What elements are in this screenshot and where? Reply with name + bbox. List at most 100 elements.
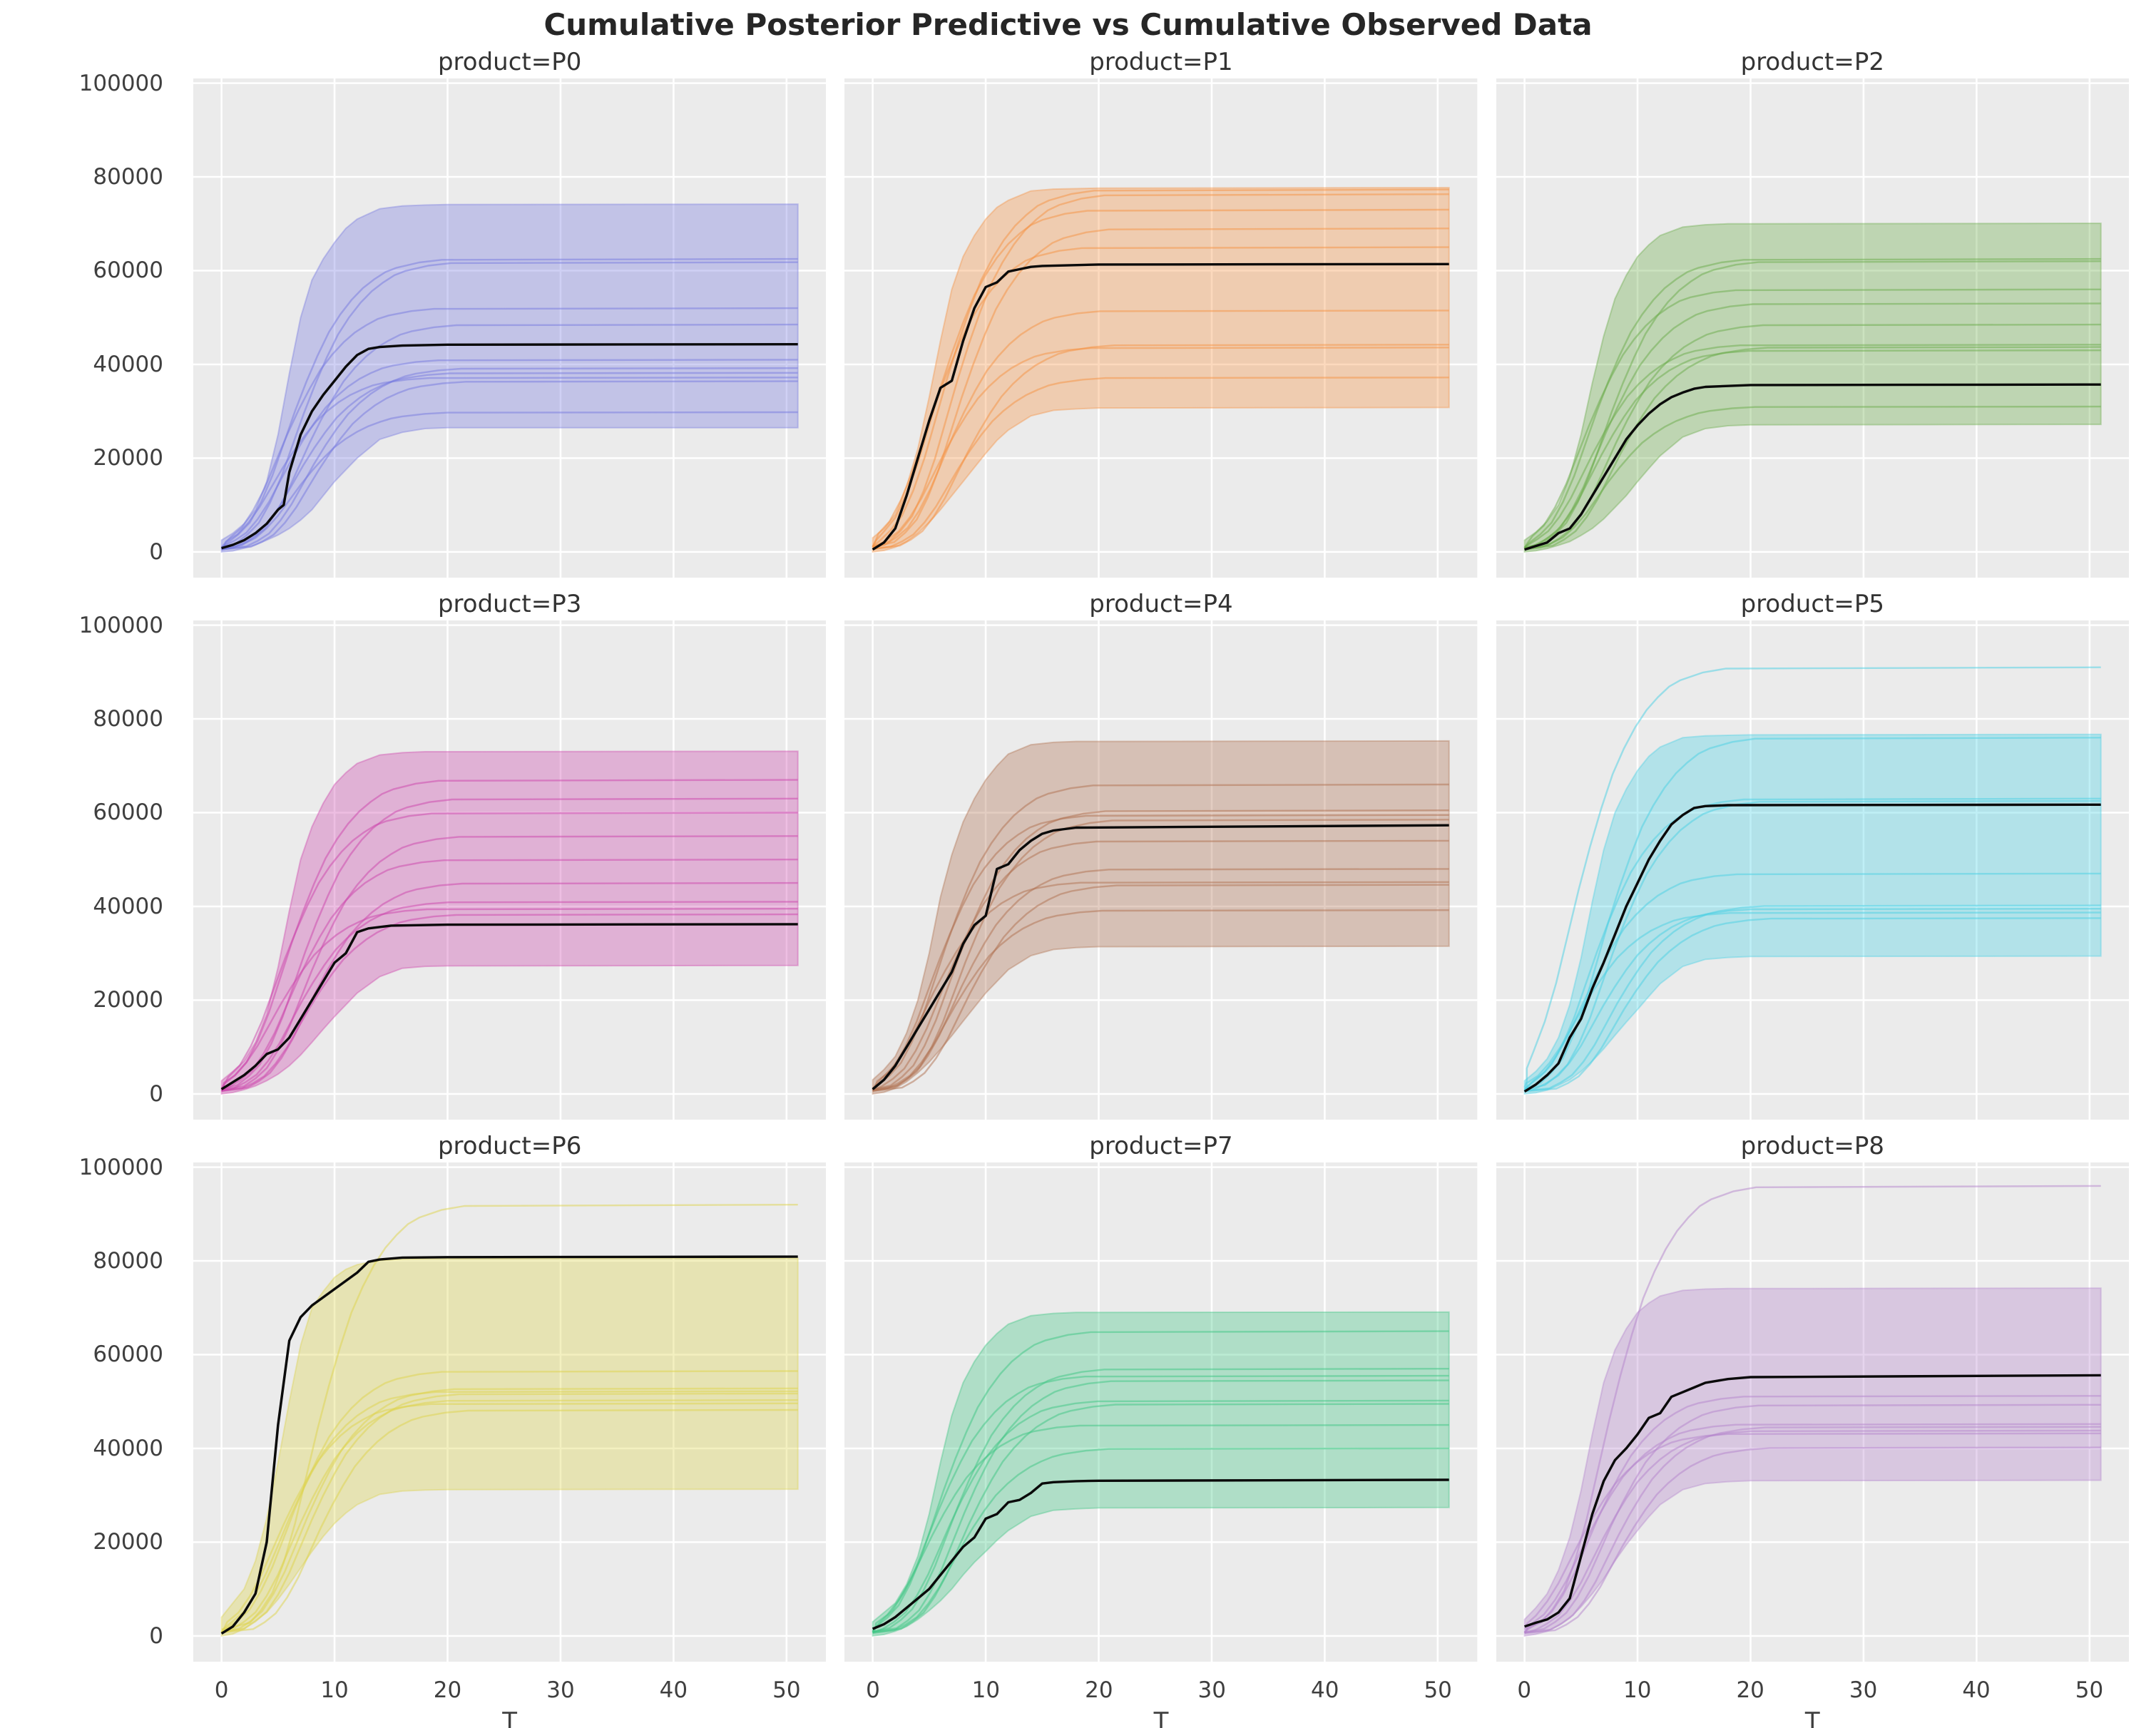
posterior-predictive-sample-line [1523,257,2101,548]
posterior-predictive-sample-line [872,1403,1450,1634]
posterior-predictive-sample-line [220,359,798,550]
panel-background [193,78,827,578]
y-axis-tick-label: 100000 [78,612,163,638]
y-axis-tick-label: 80000 [93,164,163,190]
posterior-predictive-sample-line [872,1368,1450,1633]
panel-background [1496,78,2129,578]
subplot-title: product=P8 [1740,1132,1885,1160]
posterior-predictive-sample-line [872,1330,1450,1632]
posterior-predictive-sample-line [1523,1429,2101,1634]
subplot-title: product=P5 [1740,590,1885,618]
panel-product-P0: product=P0 [193,46,827,578]
posterior-predictive-sample-line [872,227,1450,548]
y-axis-tick-label: 20000 [93,987,163,1013]
y-axis-tick-label: 0 [149,1080,163,1107]
x-axis-tick-label: 10 [1623,1677,1652,1703]
posterior-predictive-sample-line [1524,799,2101,1090]
posterior-predictive-sample-line [1524,917,2101,1093]
bottom-left-corner [7,1672,175,1728]
x-axis-tick-label: 50 [2075,1677,2104,1703]
figure-title: Cumulative Posterior Predictive vs Cumul… [543,7,1593,42]
posterior-predictive-sample-line [221,881,798,1092]
posterior-predictive-sample-line [221,835,798,1091]
y-axis-tick-label: 60000 [93,799,163,826]
posterior-predictive-sample-line [221,901,798,1092]
posterior-predictive-sample-line [221,1387,798,1633]
panel-background [844,78,1478,578]
posterior-predictive-sample-line [1524,405,2101,551]
subplot-title: product=P1 [1089,48,1233,76]
y-axis-tick-label: 40000 [93,893,163,919]
plot-area-P2 [1496,78,2129,578]
x-axis-labels-col0: 0 10 20 30 40 50 T [193,1672,826,1728]
observed-line [1523,383,2101,551]
posterior-predictive-sample-line [221,913,798,1093]
posterior-predictive-sample-line [221,1204,798,1630]
posterior-predictive-sample-line [220,1402,798,1633]
posterior-predictive-sample-line [1523,911,2101,1092]
plot-area-P6 [193,1162,827,1662]
plot-area-P3 [193,620,827,1120]
posterior-predictive-sample-line [220,812,798,1090]
posterior-predictive-sample-line [220,377,798,550]
y-axis-tick-label: 100000 [78,70,163,96]
y-axis-tick-label: 0 [149,538,163,565]
y-axis-tick-labels-row2: 0 20000 40000 60000 80000 100000 [7,1130,175,1662]
posterior-predictive-sample-line [220,1370,798,1633]
x-axis-tick-label: 20 [433,1677,462,1703]
y-axis-tick-label: 80000 [93,706,163,732]
posterior-predictive-sample-line [221,1392,798,1633]
y-axis-tick-labels-row1: 0 20000 40000 60000 80000 100000 [7,588,175,1120]
plot-area-P8 [1496,1162,2129,1662]
x-axis-tick-label: 40 [659,1677,688,1703]
posterior-predictive-sample-line [1524,1404,2101,1634]
panel-product-P5: product=P5 [1496,588,2129,1120]
posterior-predictive-sample-line [872,1423,1450,1634]
posterior-predictive-sample-line [220,908,798,1092]
x-axis-tick-label: 30 [1849,1677,1878,1703]
observed-line [872,262,1450,551]
subplot-title: product=P7 [1089,1132,1233,1160]
posterior-predictive-band [1523,223,2102,553]
x-axis-tick-label: 0 [214,1677,229,1703]
x-axis-title: T [502,1707,518,1728]
panel-background [1496,620,2129,1120]
posterior-predictive-sample-line [1524,904,2101,1093]
plot-area-P7 [844,1162,1478,1662]
posterior-predictive-sample-line [1524,1446,2101,1635]
panel-product-P4: product=P4 [844,588,1478,1120]
posterior-predictive-sample-line [872,246,1450,548]
posterior-predictive-sample-line [872,909,1450,1093]
posterior-predictive-sample-line [221,1409,798,1634]
posterior-predictive-sample-line [1523,666,2101,1088]
x-axis-labels-col2: 0 10 20 30 40 50 T [1496,1672,2129,1728]
observed-line [220,1255,798,1635]
posterior-predictive-sample-line [221,367,798,551]
x-axis-tick-label: 50 [772,1677,801,1703]
plot-area-P5 [1496,620,2129,1120]
posterior-predictive-sample-line [1523,872,2101,1091]
posterior-predictive-sample-line [221,261,798,548]
panel-product-P3: product=P3 [193,588,827,1120]
panel-product-P7: product=P7 [844,1130,1478,1662]
posterior-predictive-sample-line [872,344,1450,550]
posterior-predictive-band [220,1257,799,1637]
y-axis-tick-label: 60000 [93,257,163,284]
posterior-predictive-band [872,740,1451,1095]
plot-area-P4 [844,620,1478,1120]
posterior-predictive-sample-line [1523,1185,2101,1630]
posterior-predictive-sample-line [1523,1423,2101,1634]
posterior-predictive-sample-line [872,868,1450,1092]
y-axis-tick-labels-row0: 0 20000 40000 60000 80000 100000 [7,46,175,578]
posterior-predictive-sample-line [872,839,1450,1091]
observed-line [220,923,798,1090]
panel-background [844,1162,1478,1662]
y-axis-tick-label: 40000 [93,1435,163,1461]
y-axis-tick-label: 0 [149,1622,163,1649]
posterior-predictive-sample-line [872,377,1450,551]
panel-product-P2: product=P2 [1496,46,2129,578]
panel-background [193,620,827,1120]
posterior-predictive-sample-line [1524,1426,2101,1634]
posterior-predictive-sample-line [872,1399,1450,1634]
panel-product-P8: product=P8 [1496,1130,2129,1662]
